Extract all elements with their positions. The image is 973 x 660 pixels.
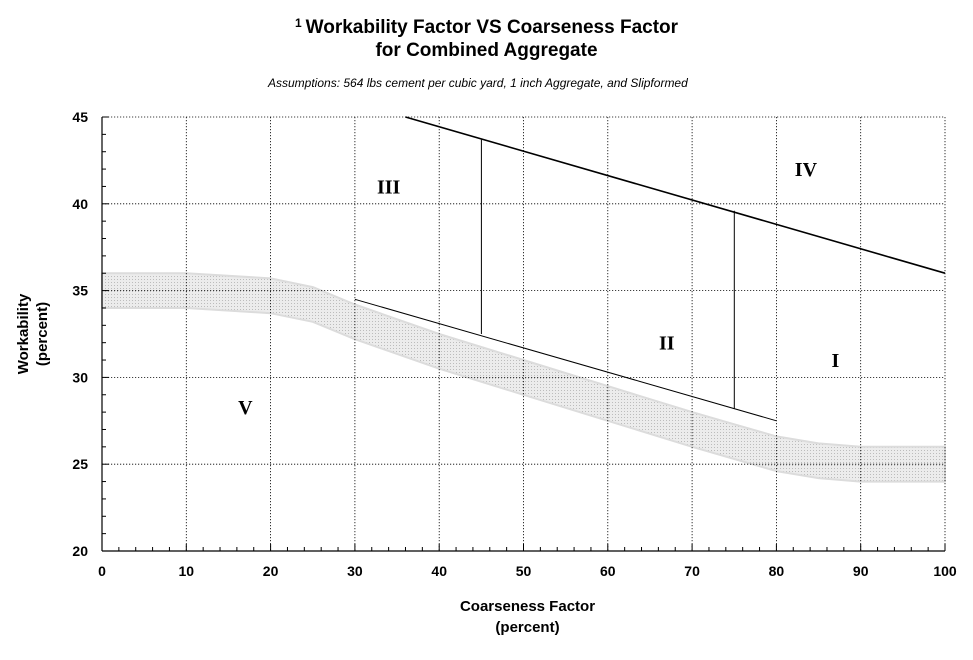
y-tick-label: 20 <box>72 543 88 559</box>
zone-label-ii: II <box>659 333 675 355</box>
y-tick-label: 45 <box>72 109 88 125</box>
x-tick-label: 90 <box>853 563 869 579</box>
y-tick-label: 35 <box>72 283 88 299</box>
x-tick-label: 40 <box>431 563 447 579</box>
x-tick-label: 60 <box>600 563 616 579</box>
x-tick-label: 100 <box>933 563 957 579</box>
zone-label-iii: III <box>377 176 401 198</box>
y-axis-title: Workability <box>15 293 32 374</box>
x-tick-label: 70 <box>684 563 700 579</box>
x-tick-label: 80 <box>769 563 785 579</box>
title-line-2: for Combined Aggregate <box>375 40 598 61</box>
y-tick-label: 40 <box>72 196 88 212</box>
x-axis-subtitle: (percent) <box>495 619 559 636</box>
x-tick-label: 20 <box>263 563 279 579</box>
trend-band <box>101 272 946 483</box>
title-line-1: Workability Factor VS Coarseness Factor <box>305 17 679 38</box>
x-axis-title: Coarseness Factor <box>460 598 595 615</box>
title-footnote-marker: 1 <box>294 16 302 30</box>
x-tick-label: 0 <box>98 563 106 579</box>
x-tick-label: 10 <box>179 563 195 579</box>
y-tick-label: 25 <box>72 456 88 472</box>
series-line-2 <box>354 298 777 422</box>
x-tick-label: 50 <box>516 563 532 579</box>
chart-title: 1 Workability Factor VS Coarseness Factor… <box>0 12 973 62</box>
series-line-1 <box>405 116 946 274</box>
y-tick-label: 30 <box>72 369 88 385</box>
chart-subtitle: Assumptions: 564 lbs cement per cubic ya… <box>268 76 688 90</box>
zone-label-i: I <box>832 350 840 372</box>
y-axis-subtitle: (percent) <box>34 302 51 366</box>
zone-label-iv: IV <box>795 159 818 181</box>
x-tick-label: 30 <box>347 563 363 579</box>
zone-label-v: V <box>238 397 253 419</box>
